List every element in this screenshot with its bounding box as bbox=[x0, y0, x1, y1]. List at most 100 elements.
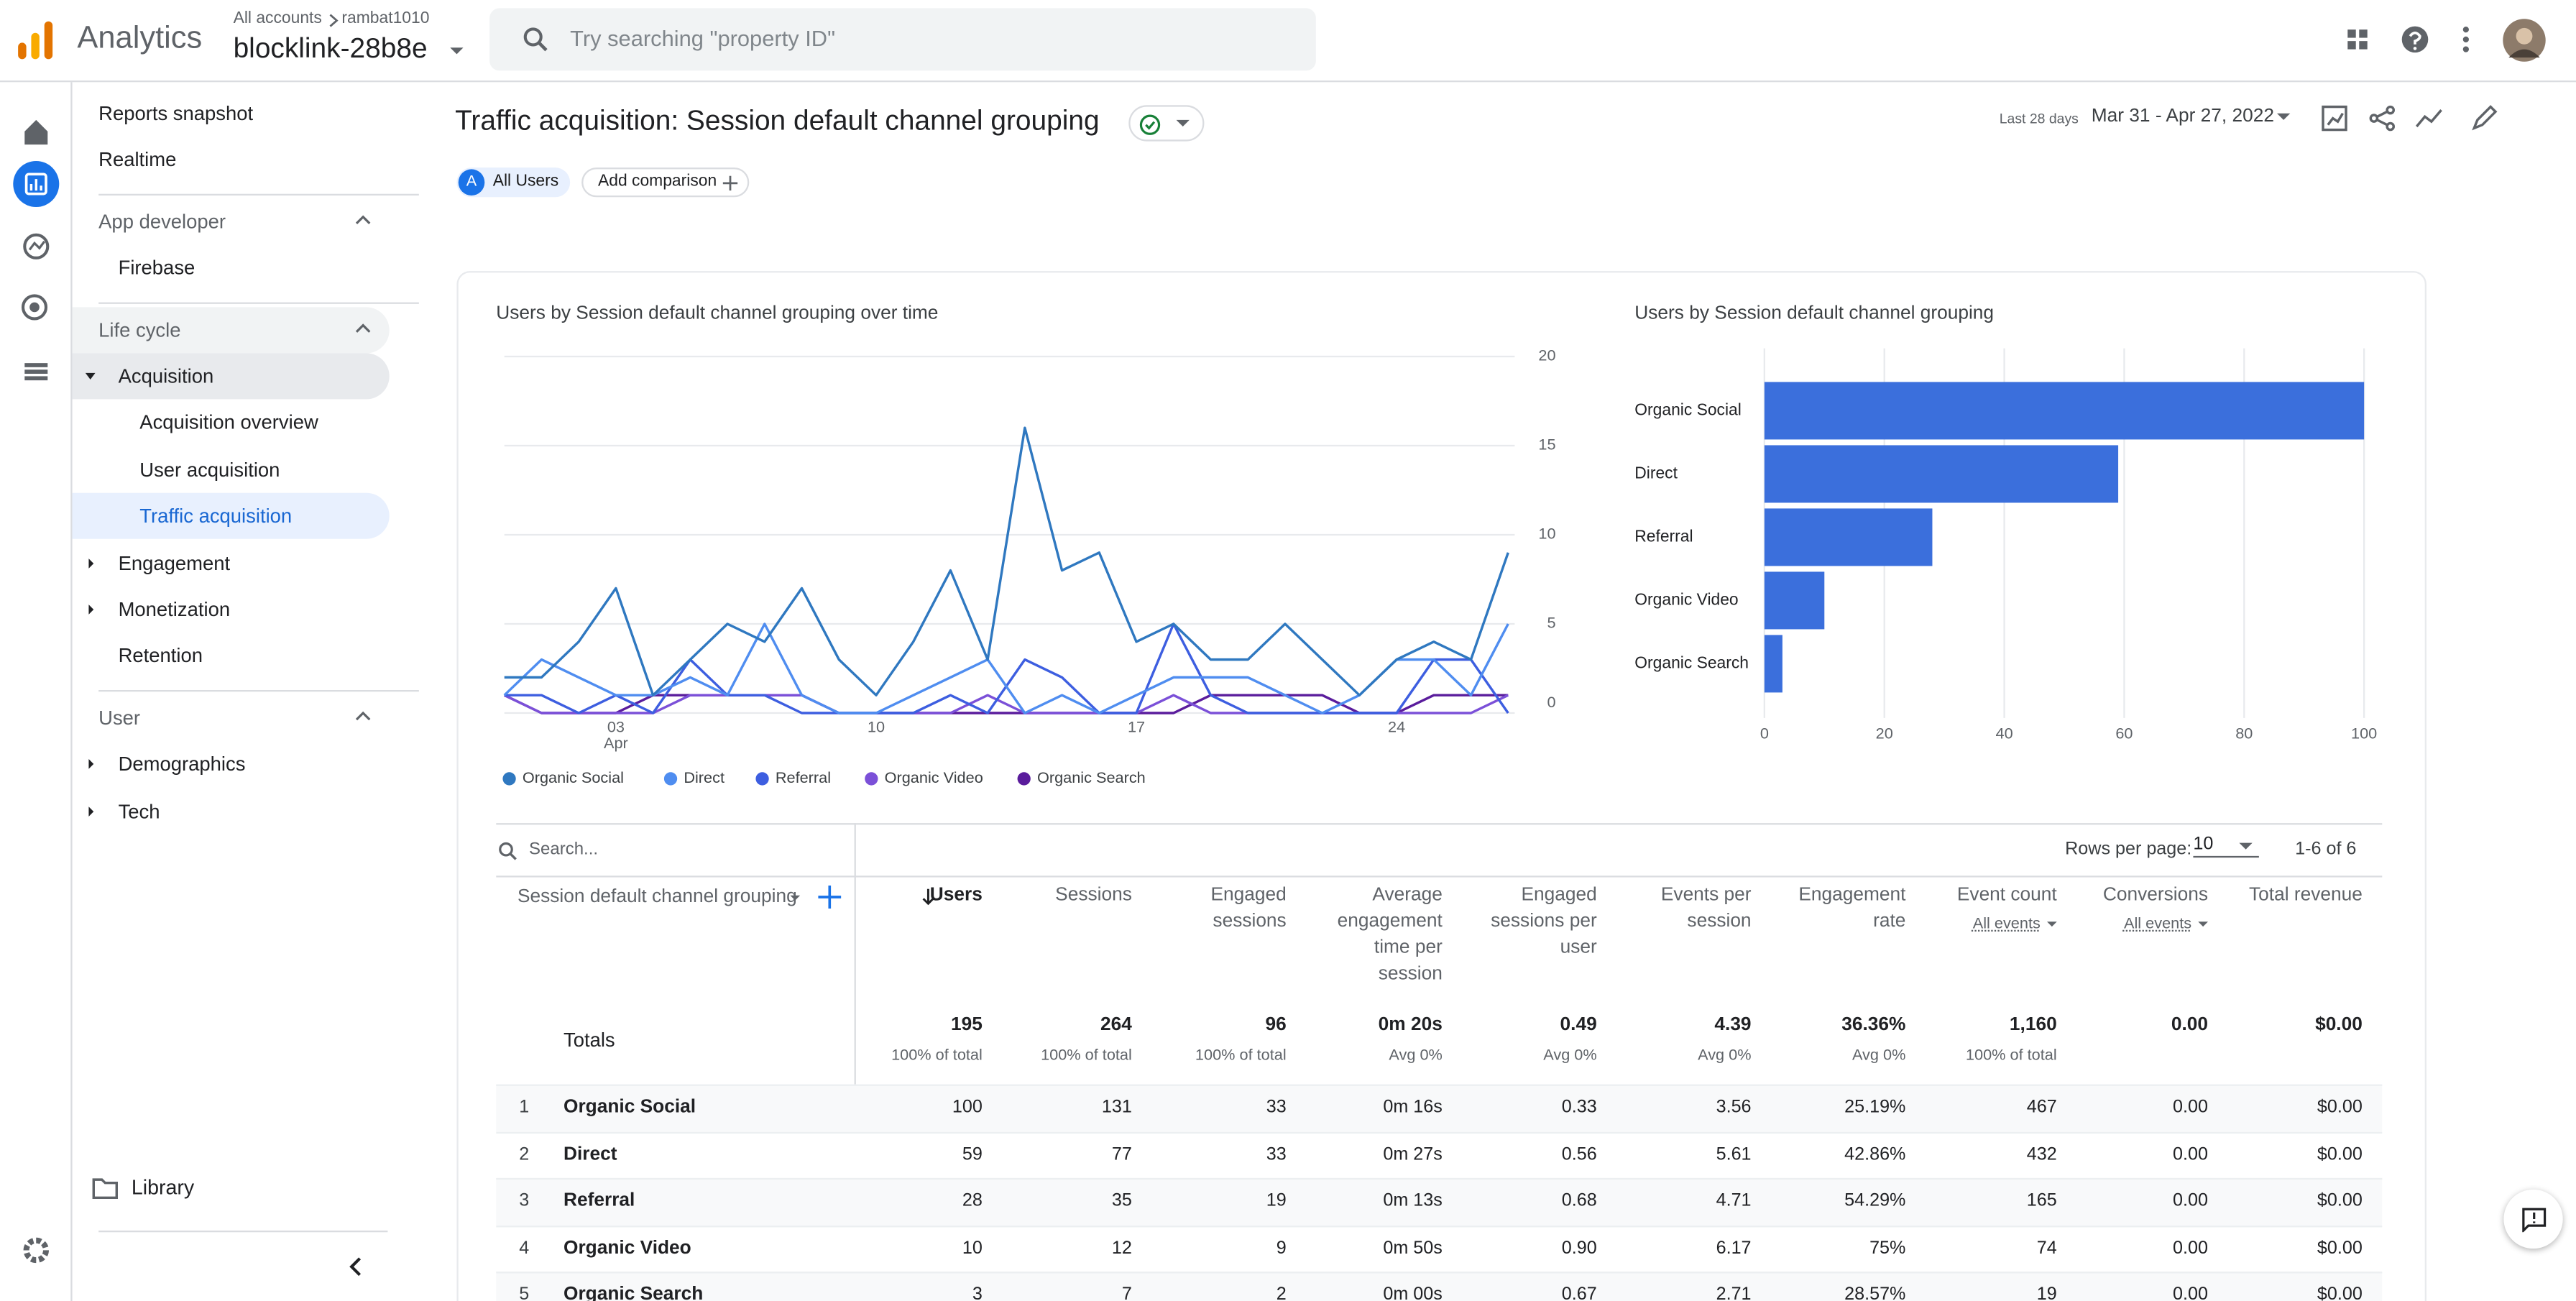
nav-item[interactable]: Acquisition overview bbox=[139, 411, 318, 435]
column-header[interactable]: Total revenue bbox=[2249, 885, 2363, 906]
status-chip[interactable] bbox=[1128, 105, 1205, 142]
nav-item[interactable]: Monetization bbox=[118, 597, 231, 621]
property-caret[interactable] bbox=[450, 47, 464, 55]
account-name[interactable]: rambat1010 bbox=[341, 9, 430, 28]
nav-item[interactable]: Traffic acquisition bbox=[139, 505, 293, 528]
row-value: 6.17 bbox=[1716, 1238, 1752, 1258]
column-header[interactable]: Sessions bbox=[1055, 885, 1132, 906]
breadcrumb-chevron bbox=[329, 14, 339, 27]
customize-icon[interactable] bbox=[2322, 105, 2347, 132]
x-tick-label: 40 bbox=[1996, 724, 2013, 742]
pagination: 1-6 of 6 bbox=[2295, 839, 2357, 860]
column-metric-selector[interactable]: All events bbox=[1972, 915, 2041, 934]
nav-item[interactable]: Realtime bbox=[98, 148, 177, 172]
edit-icon[interactable] bbox=[2472, 105, 2498, 131]
nav-section[interactable]: App developer bbox=[98, 210, 226, 234]
feedback-button[interactable] bbox=[2503, 1189, 2563, 1249]
library-link[interactable]: Library bbox=[131, 1176, 195, 1200]
row-value: $0.00 bbox=[2317, 1144, 2363, 1164]
table-border bbox=[496, 823, 2383, 825]
row-border bbox=[496, 1084, 2383, 1086]
collapse-button[interactable] bbox=[346, 1255, 366, 1278]
nav-active-bg bbox=[72, 493, 390, 540]
column-header[interactable]: Users bbox=[929, 885, 983, 906]
advertising-icon[interactable] bbox=[21, 294, 48, 321]
table-search[interactable]: Search... bbox=[528, 839, 599, 860]
avatar[interactable] bbox=[2502, 18, 2547, 63]
configure-icon[interactable] bbox=[24, 363, 48, 381]
nav-section-chevron[interactable] bbox=[355, 709, 372, 722]
legend-label: Organic Social bbox=[523, 768, 624, 786]
column-header[interactable]: Conversions bbox=[2102, 885, 2208, 906]
product-name: Analytics bbox=[77, 21, 203, 56]
nav-item[interactable]: Reports snapshot bbox=[98, 101, 254, 125]
row-value: 28 bbox=[962, 1191, 983, 1211]
nav-item[interactable]: User acquisition bbox=[139, 458, 280, 482]
nav-item[interactable]: Acquisition bbox=[118, 364, 214, 388]
nav-section-chevron[interactable] bbox=[355, 213, 372, 226]
date-caret[interactable] bbox=[2276, 113, 2291, 120]
nav-item[interactable]: Firebase bbox=[118, 256, 196, 280]
row-value: 432 bbox=[2026, 1144, 2057, 1164]
date-prefix: Last 28 days bbox=[1999, 110, 2079, 127]
insights-icon[interactable] bbox=[2415, 109, 2442, 128]
nav-item[interactable]: Tech bbox=[118, 799, 160, 823]
row-bg bbox=[496, 1084, 2383, 1131]
settings-icon[interactable] bbox=[23, 1237, 49, 1264]
add-dimension[interactable] bbox=[818, 885, 842, 909]
help-icon[interactable] bbox=[2401, 26, 2429, 53]
nav-section[interactable]: Life cycle bbox=[98, 318, 181, 341]
line-series bbox=[504, 426, 1509, 697]
property-name[interactable]: blocklink-28b8e bbox=[233, 32, 428, 65]
nav-section-chevron[interactable] bbox=[355, 321, 372, 334]
dimension-header[interactable]: Session default channel grouping bbox=[517, 887, 797, 907]
rows-per-page[interactable]: 10 bbox=[2193, 833, 2259, 858]
nav-section[interactable]: User bbox=[98, 706, 141, 730]
nav-item[interactable]: Retention bbox=[118, 644, 203, 668]
add-comparison[interactable]: Add comparison bbox=[581, 167, 750, 198]
row-value: 77 bbox=[1111, 1144, 1132, 1164]
row-bg bbox=[496, 1177, 2383, 1225]
chart-title: Users by Session default channel groupin… bbox=[1634, 303, 1995, 324]
totals-value: 96 bbox=[1265, 1015, 1287, 1035]
account-path[interactable]: All accounts bbox=[233, 9, 322, 28]
row-dimension[interactable]: Direct bbox=[563, 1144, 617, 1164]
row-value: $0.00 bbox=[2317, 1191, 2363, 1211]
column-header[interactable]: Engagement rate bbox=[1798, 885, 1906, 932]
nav-item[interactable]: Engagement bbox=[118, 551, 231, 575]
segment-chip[interactable]: A All Users bbox=[456, 167, 571, 198]
explore-icon[interactable] bbox=[23, 233, 50, 259]
row-dimension[interactable]: Referral bbox=[563, 1191, 635, 1211]
search-box[interactable]: Try searching "property ID" bbox=[489, 8, 1316, 71]
row-value: 131 bbox=[1101, 1097, 1132, 1118]
column-header[interactable]: Events per session bbox=[1660, 885, 1752, 932]
column-metric-selector[interactable]: All events bbox=[2123, 915, 2192, 934]
nav-expander bbox=[88, 558, 94, 568]
column-header[interactable]: Event count bbox=[1956, 885, 2057, 906]
nav-expander bbox=[88, 806, 94, 817]
report-card bbox=[456, 271, 2426, 1301]
row-value: 5.61 bbox=[1716, 1144, 1752, 1164]
apps-icon[interactable] bbox=[2347, 29, 2368, 50]
column-header[interactable]: Engaged sessions per user bbox=[1491, 885, 1597, 958]
row-value: 0.00 bbox=[2173, 1238, 2208, 1258]
nav-item[interactable]: Demographics bbox=[118, 753, 246, 776]
row-value: 165 bbox=[2026, 1191, 2057, 1211]
row-dimension[interactable]: Organic Search bbox=[563, 1284, 704, 1301]
nav-divider bbox=[98, 301, 419, 303]
row-dimension[interactable]: Organic Video bbox=[563, 1238, 691, 1258]
home-icon[interactable] bbox=[24, 119, 48, 145]
totals-value: 4.39 bbox=[1714, 1015, 1752, 1035]
totals-sub: Avg 0% bbox=[1698, 1046, 1752, 1065]
column-header[interactable]: Engaged sessions bbox=[1210, 885, 1287, 932]
row-dimension[interactable]: Organic Social bbox=[563, 1097, 696, 1118]
column-header[interactable]: Average engagement time per session bbox=[1337, 885, 1443, 985]
more-icon[interactable] bbox=[2462, 27, 2469, 52]
row-value: 0.00 bbox=[2173, 1191, 2208, 1211]
search-placeholder: Try searching "property ID" bbox=[570, 26, 836, 51]
row-value: 0.00 bbox=[2173, 1097, 2208, 1118]
share-icon[interactable] bbox=[2369, 105, 2395, 132]
date-range[interactable]: Mar 31 - Apr 27, 2022 bbox=[2091, 106, 2274, 127]
check-icon bbox=[1139, 114, 1161, 135]
